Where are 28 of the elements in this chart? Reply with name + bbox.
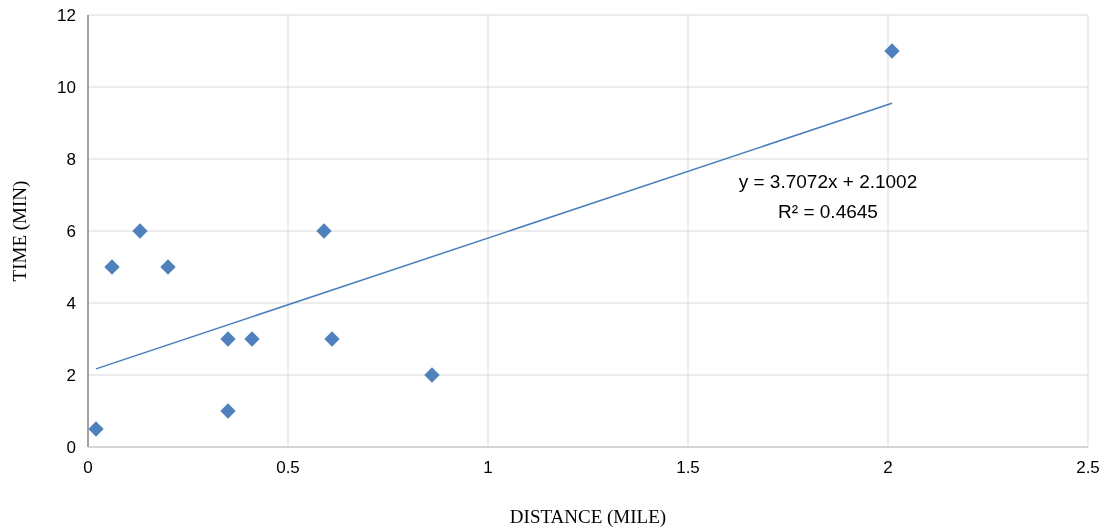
annotation: y = 3.7072x + 2.1002 [738,170,918,192]
point [324,331,340,347]
y-tick-label: 2 [66,366,76,385]
y-tick-label: 8 [66,150,76,169]
point [220,331,236,347]
point [160,259,176,275]
y-tick-label: 10 [57,78,76,97]
annotation: R² = 0.4645 [778,200,878,222]
x-tick-label: 0 [83,458,93,477]
point [884,43,900,59]
x-tick-label: 0.5 [276,458,300,477]
point [220,403,236,419]
y-tick-label: 12 [57,6,76,25]
point [88,421,104,437]
point [244,331,260,347]
x-axis-title: DISTANCE (MILE) [509,506,667,528]
point [316,223,332,239]
y-tick-label: 6 [66,222,76,241]
x-tick-label: 1.5 [676,458,700,477]
point [424,367,440,383]
x-tick-label: 2.5 [1076,458,1100,477]
y-tick-label: 4 [66,294,76,313]
x-tick-label: 2 [883,458,893,477]
point [104,259,120,275]
y-tick-label: 0 [66,438,76,457]
x-tick-label: 1 [483,458,493,477]
y-axis-title: TIME (MIN) [9,180,31,282]
point [132,223,148,239]
